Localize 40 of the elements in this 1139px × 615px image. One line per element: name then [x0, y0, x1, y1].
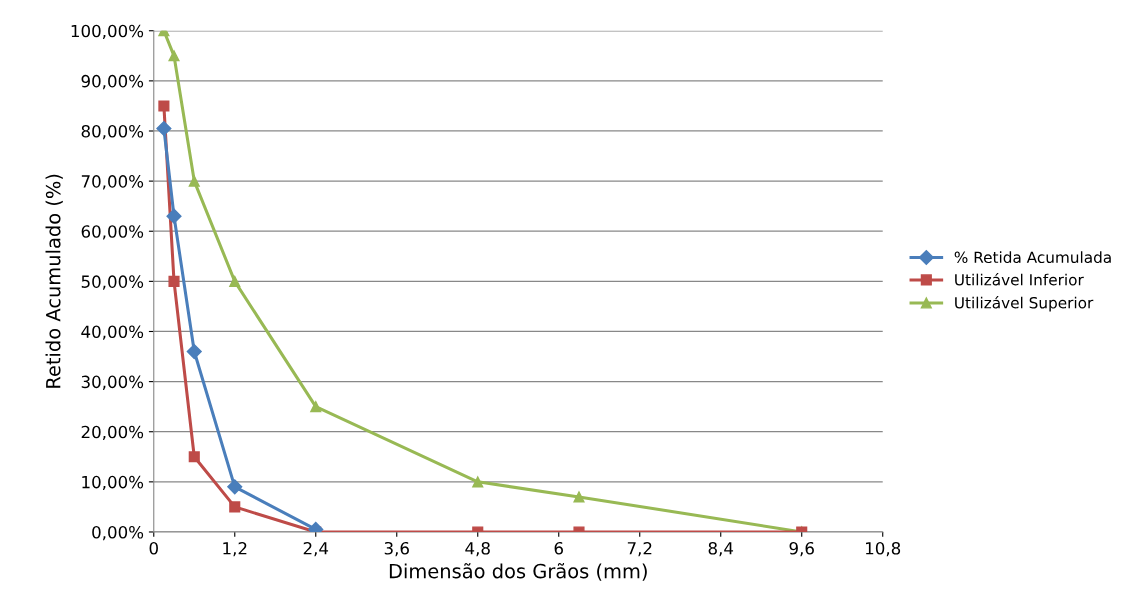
- legend-label: % Retida Acumulada: [954, 251, 1111, 264]
- y-tick-label: 0,00%: [92, 525, 144, 541]
- x-tick-label: 3,6: [384, 541, 409, 557]
- point: [310, 401, 322, 413]
- point: [573, 491, 585, 503]
- point: [158, 100, 170, 112]
- y-tick-label: 10,00%: [82, 475, 144, 491]
- x-tick-label: 2,4: [303, 541, 329, 557]
- x-tick-label: 10,8: [866, 541, 901, 557]
- point: [186, 343, 202, 360]
- x-tick-label: 6: [554, 541, 563, 555]
- x-tick-label: 7,2: [627, 541, 652, 557]
- x-tick-label: 9,6: [789, 541, 814, 557]
- y-tick-label: 30,00%: [81, 375, 144, 390]
- y-tick-label: 60,00%: [81, 225, 144, 240]
- y-axis-title: Retido Acumulado (%): [45, 174, 63, 388]
- legend-label: Utilizável Superior: [955, 296, 1094, 312]
- point: [188, 175, 200, 187]
- y-tick-label: 50,00%: [81, 275, 144, 290]
- x-tick-label: 4,8: [465, 541, 490, 557]
- point: [166, 208, 182, 224]
- point: [227, 479, 243, 495]
- y-tick-label: 90,00%: [81, 74, 144, 90]
- point: [156, 120, 172, 137]
- x-tick-label: 1,2: [223, 541, 247, 557]
- x-tick-label: 0: [149, 541, 158, 555]
- y-tick-label: 80,00%: [81, 124, 144, 140]
- x-tick-label: 8,4: [708, 541, 734, 557]
- point: [229, 275, 241, 287]
- point: [168, 275, 180, 287]
- point: [229, 501, 241, 513]
- y-tick-label: 70,00%: [81, 175, 144, 190]
- point: [188, 451, 200, 463]
- y-tick-label: 20,00%: [81, 425, 144, 440]
- y-tick-label: 100,00%: [71, 24, 144, 40]
- point: [472, 476, 484, 488]
- y-tick-label: 40,00%: [81, 325, 144, 340]
- x-axis-title: Dimensão dos Grãos (mm): [389, 563, 647, 581]
- point: [168, 50, 180, 62]
- legend-label: Utilizável Inferior: [955, 273, 1084, 286]
